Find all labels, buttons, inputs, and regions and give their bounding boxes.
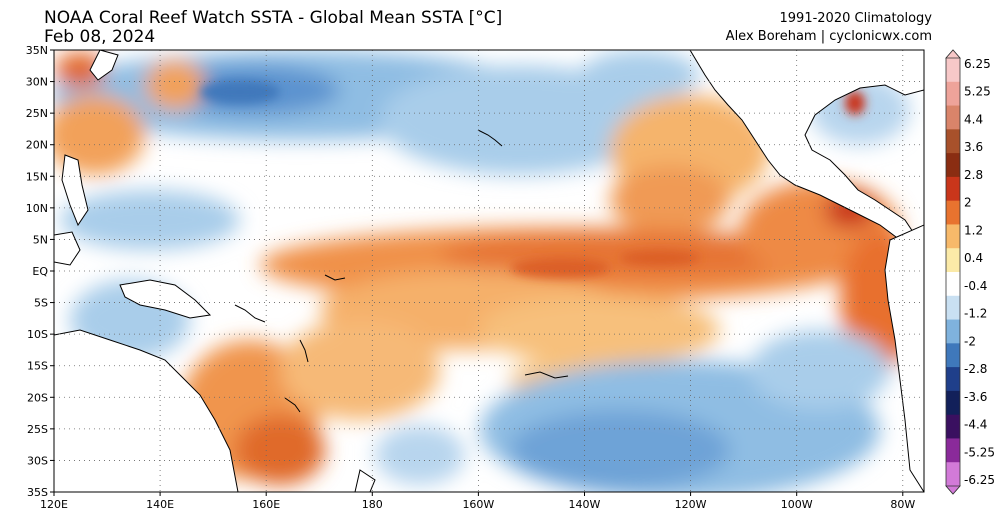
colorbar: 6.25 5.25 4.4 3.6 2.8 2 1.2 0.4 -0.4 -1.2 -2 -2.8 -3… [945,49,995,495]
colorbar-label: -3.6 [964,390,987,404]
x-tick-label: 180 [362,498,383,511]
colorbar-segment [946,319,960,344]
y-tick-label: 10N [26,202,48,215]
colorbar-label: 2 [964,196,972,210]
colorbar-label: -2 [964,334,976,348]
colorbar-segment [946,129,960,154]
x-tick-label: 100W [781,498,813,511]
y-tick-label: 25S [27,423,48,436]
x-tick-label: 120W [675,498,707,511]
colorbar-label: 2.8 [964,168,983,182]
colorbar-segment [946,295,960,321]
colorbar-label: -5.25 [964,445,995,459]
x-tick-label: 160E [252,498,280,511]
colorbar-segment [946,462,960,487]
y-tick-label: 5S [34,297,48,310]
colorbar-top-arrow [945,49,961,59]
colorbar-label: 0.4 [964,251,983,265]
y-tick-label: EQ [32,265,48,278]
colorbar-label: -1.2 [964,307,987,321]
colorbar-segment [946,272,960,297]
colorbar-segment [946,414,960,439]
x-tick-label: 80W [890,498,915,511]
colorbar-label: 3.6 [964,140,983,154]
y-tick-label: 25N [26,107,48,120]
colorbar-label: -2.8 [964,362,987,376]
colorbar-segment [946,390,960,416]
x-axis: 120E 140E 160E 180 160W 140W 120W 100W 80W [40,492,915,511]
colorbar-segment [946,176,960,202]
colorbar-label: 1.2 [964,223,983,237]
y-tick-label: 10S [27,328,48,341]
colorbar-segment [946,153,960,178]
y-axis: 35N 30N 25N 20N 15N 10N 5N EQ 5S 10S 15S 20S 25S 30S 3… [26,44,54,499]
credit-label: Alex Boreham | cyclonicwx.com [725,29,932,44]
x-tick-label: 160W [462,498,494,511]
colorbar-segment [946,367,960,392]
y-tick-label: 15S [27,360,48,373]
island-outlines [234,129,569,413]
colorbar-label: -0.4 [964,279,987,293]
x-tick-label: 140E [146,498,174,511]
y-tick-label: 15N [26,170,48,183]
colorbar-segment [946,58,960,83]
y-tick-label: 35N [26,44,48,57]
land-outlines [54,50,924,492]
anomaly-field [54,50,924,492]
colorbar-segment [946,200,960,225]
chart-title: NOAA Coral Reef Watch SSTA - Global Mean… [44,8,503,28]
x-tick-label: 120E [40,498,68,511]
y-tick-label: 30N [26,76,48,89]
colorbar-label: 6.25 [964,57,991,71]
colorbar-segment [946,343,960,368]
colorbar-label: 5.25 [964,85,991,99]
colorbar-bottom-arrow [945,485,961,495]
y-tick-label: 20N [26,139,48,152]
gridlines [54,50,924,492]
x-tick-label: 140W [569,498,601,511]
colorbar-segment [946,224,960,249]
colorbar-label: -6.25 [964,473,995,487]
colorbar-segment [946,438,960,463]
colorbar-label: 4.4 [964,112,983,126]
colorbar-segment [946,81,960,107]
climatology-label: 1991-2020 Climatology [779,11,932,26]
colorbar-segment [946,248,960,273]
chart-date: Feb 08, 2024 [44,27,156,47]
y-tick-label: 30S [27,454,48,467]
y-tick-label: 5N [33,233,48,246]
colorbar-label: -4.4 [964,418,987,432]
y-tick-label: 20S [27,391,48,404]
colorbar-segment [946,105,960,130]
y-tick-label: 35S [27,486,48,499]
